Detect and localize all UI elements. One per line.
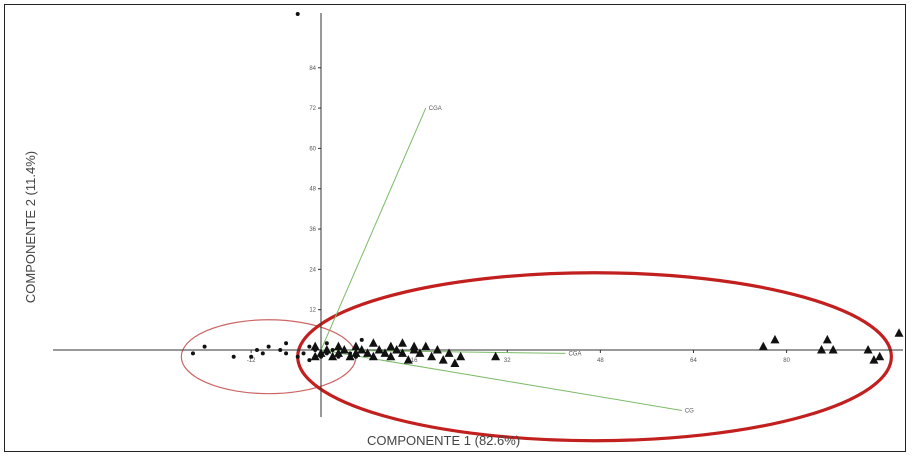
loading-label: CGA — [429, 106, 442, 112]
data-point-triangle — [328, 351, 338, 361]
y-tick-label: 48 — [309, 187, 316, 193]
data-point-triangle — [403, 355, 413, 364]
data-point-dot — [359, 337, 364, 342]
data-point-triangle — [456, 351, 466, 361]
x-tick-label: -12 — [247, 358, 256, 364]
x-tick-label: 32 — [504, 358, 511, 364]
data-point-triangle — [421, 341, 431, 351]
data-point-triangle — [409, 341, 419, 351]
data-point-triangle — [397, 338, 407, 347]
data-point-triangle — [368, 351, 378, 361]
data-point-triangle — [817, 345, 827, 354]
data-point-triangle — [822, 334, 832, 344]
y-tick-label: 72 — [309, 106, 316, 112]
data-point-dot — [190, 351, 195, 356]
data-point-triangle — [316, 348, 326, 357]
data-point-triangle — [386, 351, 396, 361]
data-point-triangle — [357, 345, 367, 354]
data-point-triangle — [432, 345, 442, 354]
chart-frame: -12 16 32 48 64 80 12 24 36 48 60 72 84 CGA CGA CG COM… — [4, 4, 906, 452]
x-tick-label: 64 — [690, 358, 697, 364]
data-point-triangle — [875, 351, 885, 361]
data-point-dot — [266, 344, 271, 349]
data-point-triangle — [770, 334, 780, 344]
data-point-triangle — [310, 341, 320, 351]
data-point-triangle — [450, 358, 460, 367]
data-point-dot — [295, 354, 300, 359]
y-tick-label: 60 — [309, 146, 316, 152]
data-point-triangle — [363, 348, 373, 357]
loading-label: CG — [685, 408, 694, 414]
data-point-dot — [284, 351, 289, 356]
axes-layer: -12 16 32 48 64 80 12 24 36 48 60 72 84 — [53, 13, 903, 417]
data-point-triangle — [392, 345, 402, 354]
data-point-triangle — [427, 351, 437, 361]
data-point-dot — [307, 344, 312, 349]
y-tick-label: 36 — [309, 227, 316, 233]
data-point-triangle — [333, 341, 343, 351]
data-point-triangle — [322, 345, 332, 354]
data-point-dot — [231, 354, 236, 359]
loading-vector — [320, 107, 427, 351]
data-point-dot — [295, 12, 300, 16]
x-axis-title: COMPONENTE 1 (82.6%) — [367, 433, 520, 448]
ellipse-layer — [180, 271, 893, 443]
data-point-triangle — [894, 328, 904, 337]
loading-layer: CGA CGA CG — [320, 106, 694, 414]
loading-vector — [320, 349, 682, 411]
y-axis-title: COMPONENTE 2 (11.4%) — [23, 151, 38, 303]
data-point-dot — [307, 358, 312, 363]
data-point-dot — [249, 354, 254, 359]
data-point-triangle — [444, 348, 454, 357]
data-point-triangle — [869, 355, 879, 364]
data-point-triangle — [438, 355, 448, 364]
data-point-dot — [284, 341, 289, 346]
data-point-triangle — [351, 348, 361, 357]
data-point-dot — [324, 341, 329, 346]
data-point-triangle — [368, 338, 378, 347]
data-point-dot — [260, 351, 265, 356]
data-point-triangle — [310, 351, 320, 361]
data-point-triangle — [863, 345, 873, 354]
data-point-triangle — [380, 348, 390, 357]
data-point-triangle — [386, 341, 396, 351]
data-point-triangle — [397, 348, 407, 357]
data-point-dot — [202, 344, 207, 349]
data-point-triangle — [415, 348, 425, 357]
y-tick-label: 12 — [309, 308, 316, 314]
x-tick-label: 16 — [411, 358, 418, 364]
data-point-dot — [301, 351, 306, 356]
y-tick-label: 24 — [309, 267, 316, 273]
data-point-dot — [278, 348, 283, 352]
x-tick-label: 80 — [783, 358, 790, 364]
data-point-triangle — [333, 348, 343, 357]
x-tick-label: 48 — [597, 358, 604, 364]
loading-label: CGA — [568, 351, 581, 357]
scatter-chart: -12 16 32 48 64 80 12 24 36 48 60 72 84 CGA CGA CG COM… — [23, 12, 904, 448]
data-point-triangle — [339, 345, 349, 354]
data-point-triangle — [758, 341, 768, 351]
data-point-triangle — [491, 351, 501, 361]
data-point-triangle — [828, 345, 838, 354]
data-point-dot — [254, 348, 259, 352]
y-tick-label: 84 — [309, 66, 316, 72]
data-point-triangle — [374, 345, 384, 354]
point-layer — [190, 12, 904, 367]
data-point-triangle — [351, 341, 361, 351]
data-point-dot — [330, 348, 335, 352]
data-point-triangle — [345, 351, 355, 361]
